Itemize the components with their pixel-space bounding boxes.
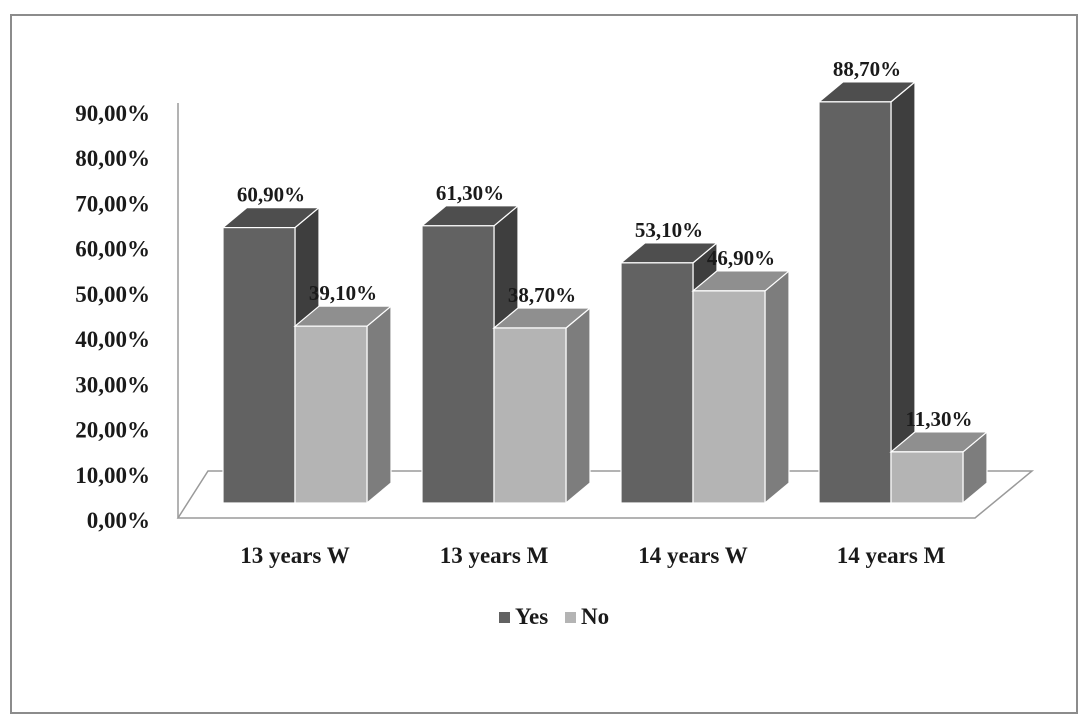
data-label: 60,90% (237, 183, 305, 207)
legend-label-yes: Yes (515, 604, 548, 629)
data-label: 46,90% (707, 246, 775, 270)
y-tick-label: 20,00% (75, 418, 150, 443)
x-category-label: 13 years W (240, 543, 349, 568)
data-label: 11,30% (905, 407, 972, 431)
y-tick-label: 30,00% (75, 372, 150, 397)
y-tick-label: 50,00% (75, 282, 150, 307)
y-tick-label: 10,00% (75, 463, 150, 488)
bar-chart: 0,00% 10,00% 20,00% 30,00% 40,00% 50,00% 60,00… (75, 57, 1035, 629)
bar-no-4 (889, 430, 989, 505)
y-tick-label: 60,00% (75, 237, 150, 262)
y-tick-label: 90,00% (75, 101, 150, 126)
bar-no-2 (492, 306, 592, 505)
data-label: 38,70% (508, 283, 576, 307)
legend-swatch-yes (499, 612, 510, 623)
data-label: 88,70% (833, 57, 901, 81)
x-category-label: 14 years W (638, 543, 747, 568)
data-label: 39,10% (309, 281, 377, 305)
x-category-label: 14 years M (837, 543, 946, 568)
y-tick-label: 0,00% (87, 508, 150, 533)
x-category-label: 13 years M (440, 543, 549, 568)
y-tick-label: 40,00% (75, 327, 150, 352)
bar-yes-1 (221, 206, 321, 505)
data-label: 53,10% (635, 218, 703, 242)
bar-yes-4 (817, 80, 917, 505)
bar-no-3 (691, 269, 791, 505)
data-label: 61,30% (436, 181, 504, 205)
bar-no-1 (293, 304, 393, 505)
legend-label-no: No (581, 604, 609, 629)
y-tick-label: 80,00% (75, 146, 150, 171)
y-tick-label: 70,00% (75, 191, 150, 216)
legend-swatch-no (565, 612, 576, 623)
